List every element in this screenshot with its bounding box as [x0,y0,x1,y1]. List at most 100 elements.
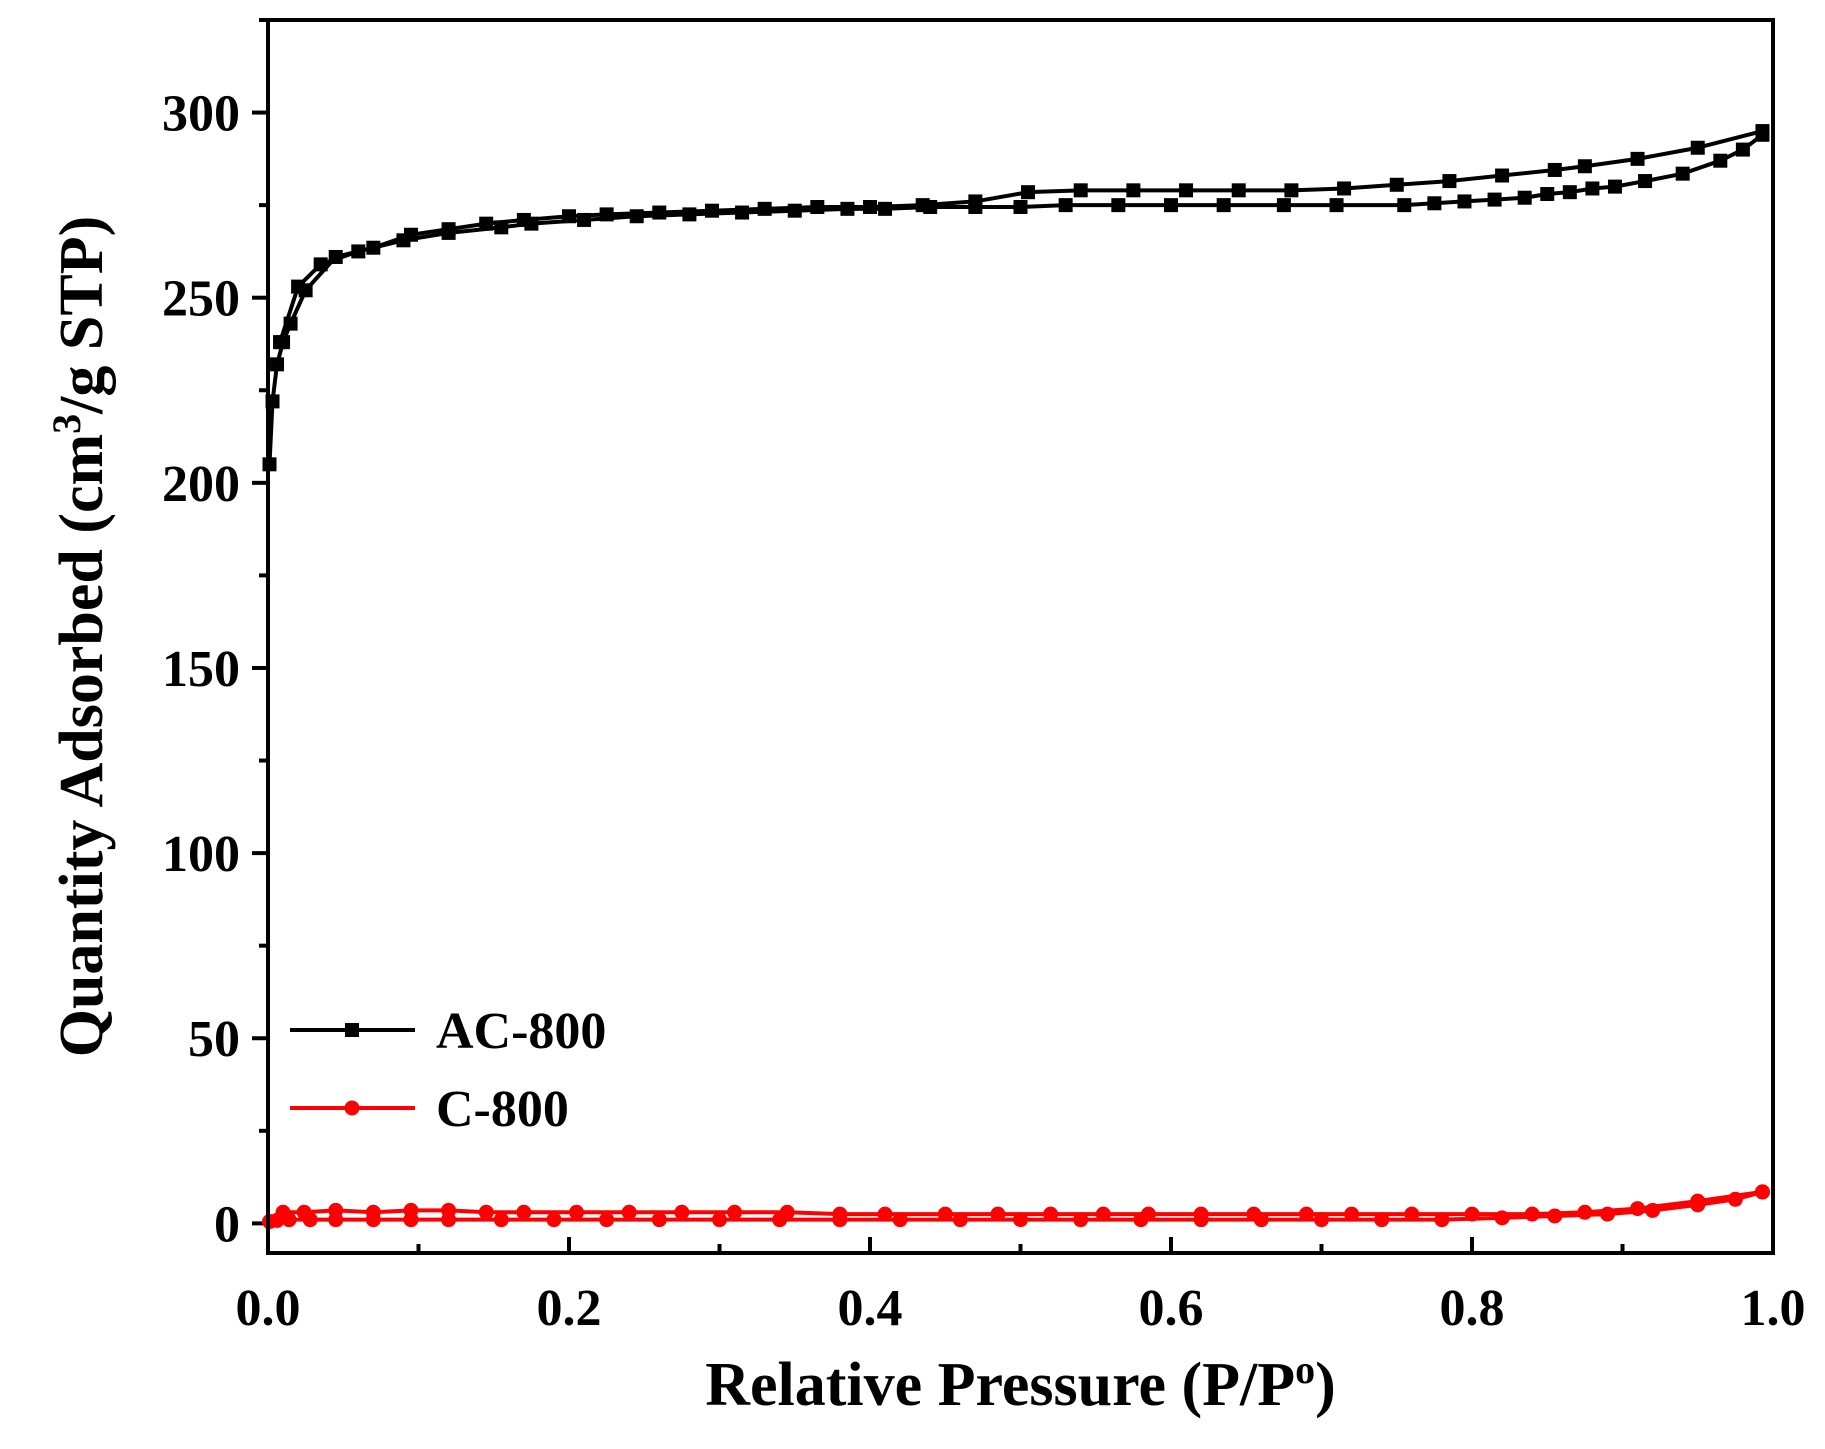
data-point-ac-800 [1517,190,1532,205]
data-point-ac-800 [396,233,411,248]
data-point-c-800 [441,1202,457,1218]
data-point-ac-800 [878,201,893,216]
data-point-c-800 [727,1204,743,1220]
data-point-c-800 [937,1206,953,1222]
y-tick-label: 150 [162,641,240,698]
data-point-c-800 [1298,1206,1314,1222]
data-point-c-800 [275,1204,291,1220]
y-axis-title: Quantity Adsorbed (cm3/g STP) [44,216,116,1058]
data-point-c-800 [1404,1206,1420,1222]
data-point-c-800 [712,1212,727,1228]
data-point-ac-800 [1442,174,1457,189]
data-point-c-800 [832,1206,848,1222]
legend: AC-800 C-800 [290,1003,606,1138]
data-point-ac-800 [1547,162,1562,177]
data-point-c-800 [599,1212,615,1228]
data-point-c-800 [651,1212,667,1228]
data-point-c-800 [1547,1208,1563,1224]
data-point-ac-800 [1755,127,1770,142]
data-point-ac-800 [840,201,855,216]
y-tick-label: 300 [162,86,240,143]
data-point-c-800 [1690,1193,1706,1209]
data-point-ac-800 [1487,192,1502,207]
data-point-c-800 [1577,1204,1593,1220]
data-point-ac-800 [1126,183,1141,198]
data-point-c-800 [1754,1184,1770,1200]
x-axis-title: Relative Pressure (P/Po) [705,1347,1336,1419]
data-point-ac-800 [1284,183,1299,198]
data-point-ac-800 [1073,183,1088,198]
data-point-c-800 [1193,1206,1209,1222]
data-point-ac-800 [270,357,285,372]
data-point-c-800 [1246,1206,1262,1222]
data-point-c-800 [328,1202,344,1218]
data-point-ac-800 [682,207,697,222]
data-point-ac-800 [1427,196,1442,211]
legend-label-ac-800: AC-800 [436,1003,606,1060]
legend-item-c-800: C-800 [290,1081,569,1138]
data-point-ac-800 [1540,187,1555,202]
data-point-c-800 [1630,1201,1646,1217]
data-point-ac-800 [1164,198,1178,213]
data-point-ac-800 [1329,198,1344,213]
data-point-ac-800 [787,203,802,218]
legend-marker-c-800 [344,1100,360,1116]
data-point-ac-800 [1630,151,1645,166]
data-point-c-800 [674,1204,690,1220]
legend-marker-ac-800 [345,1023,359,1037]
legend-label-c-800: C-800 [436,1081,569,1138]
data-point-c-800 [296,1204,312,1220]
series-layer [262,124,1770,1230]
data-point-c-800 [1140,1206,1156,1222]
data-point-c-800 [403,1202,419,1218]
data-point-c-800 [621,1204,637,1220]
data-point-ac-800 [441,225,456,240]
data-point-ac-800 [313,257,328,272]
data-point-ac-800 [629,209,644,224]
data-point-ac-800 [1638,174,1653,189]
data-point-ac-800 [1231,183,1246,198]
data-point-ac-800 [1713,153,1728,168]
axis-ticks [252,18,1775,1253]
x-tick-label: 1.0 [1741,1280,1806,1337]
series-line-c-800-desorption [283,1189,1763,1217]
x-tick-label: 0.0 [236,1280,301,1337]
data-point-ac-800 [1337,181,1352,196]
tick-labels: 0.0 0.2 0.4 0.6 0.8 1.0 0 50 100 150 200 250 300 [162,86,1806,1337]
data-point-c-800 [546,1212,562,1228]
data-point-c-800 [779,1204,795,1220]
data-point-ac-800 [524,216,539,231]
data-point-c-800 [493,1212,509,1228]
data-point-ac-800 [1735,142,1750,157]
series-line-ac-800-adsorption [267,129,1763,465]
data-point-ac-800 [1111,198,1126,213]
x-tick-label: 0.6 [1139,1280,1204,1337]
data-point-c-800 [1043,1206,1059,1222]
x-tick-label: 0.4 [838,1280,903,1337]
y-tick-label: 50 [188,1011,240,1068]
data-point-ac-800 [1457,194,1472,209]
data-point-c-800 [569,1204,585,1220]
data-point-ac-800 [291,279,306,294]
y-tick-label: 0 [214,1196,240,1253]
data-point-ac-800 [1577,159,1592,174]
y-tick-label: 200 [162,456,240,513]
legend-item-ac-800: AC-800 [290,1003,606,1060]
data-point-c-800 [1344,1206,1360,1222]
data-point-c-800 [1524,1206,1540,1222]
data-point-c-800 [877,1206,893,1222]
x-tick-label: 0.2 [537,1280,602,1337]
data-point-c-800 [478,1204,494,1220]
plot-frame [266,18,1775,1255]
data-point-ac-800 [968,199,983,214]
data-point-ac-800 [273,335,288,350]
data-point-ac-800 [1397,198,1412,213]
data-point-ac-800 [494,220,509,235]
data-point-ac-800 [1013,199,1028,214]
data-point-ac-800 [735,205,750,220]
y-tick-label: 100 [162,826,240,883]
data-point-c-800 [365,1204,381,1220]
data-point-ac-800 [1690,140,1705,155]
data-point-ac-800 [1389,177,1404,192]
